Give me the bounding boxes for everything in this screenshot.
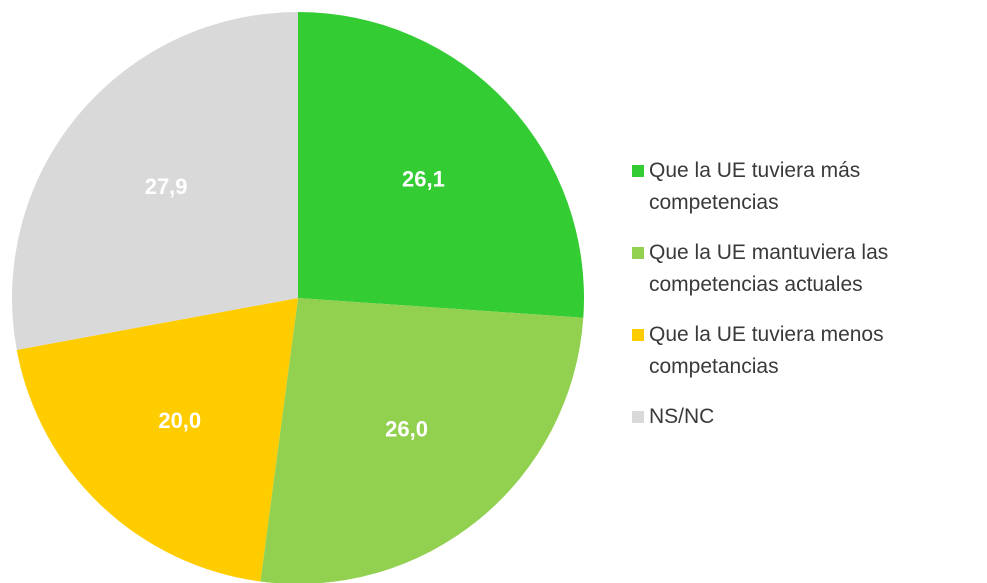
legend-item: Que la UE tuviera más competencias [632, 155, 982, 219]
legend-label: Que la UE tuviera menos competancias [649, 323, 884, 378]
data-label: 27,9 [145, 174, 188, 199]
pie-slice [260, 298, 584, 583]
pie-slice [11, 12, 298, 350]
legend-swatch [632, 329, 644, 341]
legend-swatch [632, 165, 644, 177]
legend-label: Que la UE mantuviera las competencias ac… [649, 241, 889, 296]
legend-swatch [632, 247, 644, 259]
pie-slice [16, 298, 298, 582]
data-label: 26,0 [385, 417, 428, 442]
legend: Que la UE tuviera más competencias Que la… [632, 155, 982, 451]
legend-item: Que la UE tuviera menos competancias [632, 319, 982, 383]
legend-item: Que la UE mantuviera las competencias ac… [632, 237, 982, 301]
data-label: 20,0 [158, 408, 201, 433]
legend-label: Que la UE tuviera más competencias [649, 159, 861, 214]
pie-slice [298, 12, 585, 318]
legend-item: NS/NC [632, 401, 982, 433]
legend-swatch [632, 411, 644, 423]
data-label: 26,1 [402, 167, 445, 192]
legend-label: NS/NC [649, 405, 715, 428]
